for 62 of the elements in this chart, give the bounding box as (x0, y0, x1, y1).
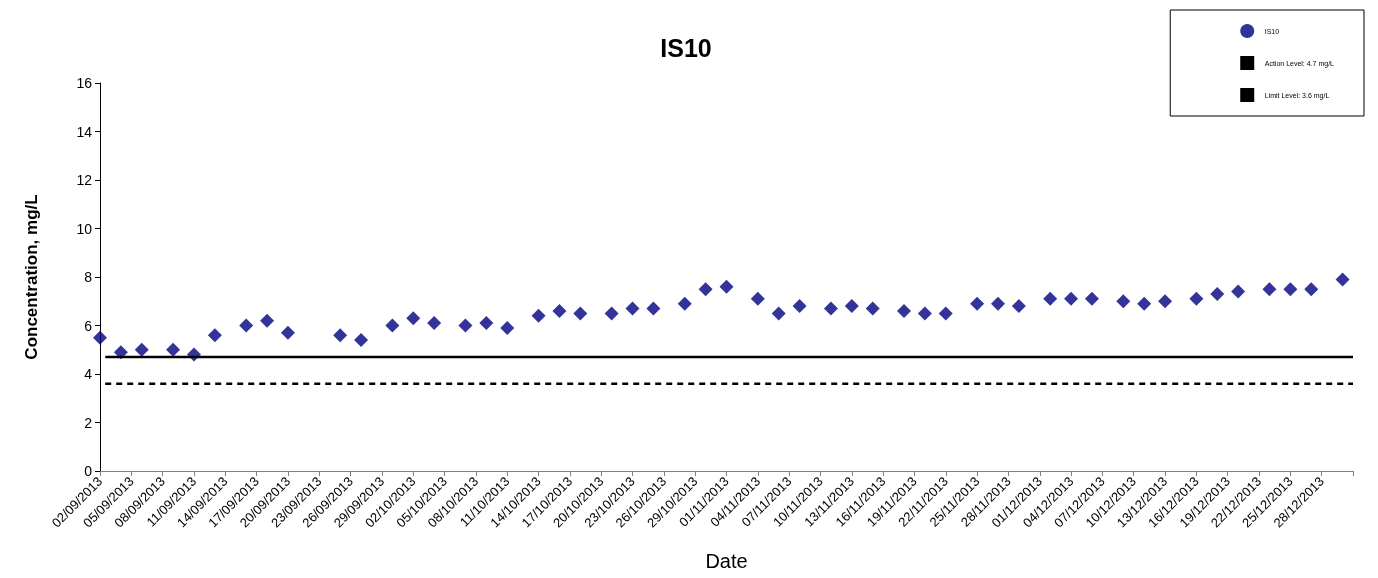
point (1011, 299, 1026, 314)
point (552, 303, 567, 318)
point (750, 291, 765, 306)
point (1084, 291, 1099, 306)
point (166, 342, 181, 357)
point (260, 313, 275, 328)
point (771, 306, 786, 321)
x-axis-title: Date (705, 550, 748, 572)
point (604, 306, 619, 321)
y-tick-label: 2 (84, 414, 93, 431)
point (333, 328, 348, 343)
point (406, 311, 421, 326)
y-tick-label: 6 (84, 317, 93, 334)
point (844, 299, 859, 314)
point (917, 306, 932, 321)
y-axis-title: Concentration, mg/L (22, 194, 41, 360)
point (698, 282, 713, 297)
point (1189, 291, 1204, 306)
point (792, 299, 807, 314)
point (531, 308, 546, 323)
point (573, 306, 588, 321)
point (1335, 272, 1350, 287)
chart-title: IS10 (660, 33, 712, 62)
point (970, 296, 985, 311)
y-tick-label: 8 (84, 269, 93, 285)
point (897, 303, 912, 318)
point (719, 279, 734, 294)
point (113, 345, 128, 360)
y-tick-label: 14 (76, 123, 93, 140)
point (1231, 284, 1246, 299)
point (385, 318, 400, 333)
point (479, 316, 494, 331)
y-tick-label: 16 (76, 75, 93, 91)
y-tick-label: 0 (84, 463, 93, 479)
y-tick-label: 4 (84, 366, 93, 382)
point (865, 301, 880, 316)
point (239, 318, 254, 333)
point (990, 296, 1005, 311)
point (354, 333, 369, 348)
point (823, 301, 838, 316)
point (280, 325, 295, 340)
point (134, 342, 149, 357)
point (1210, 286, 1225, 301)
point (500, 320, 515, 335)
point (1262, 282, 1277, 297)
point (93, 330, 107, 345)
point (677, 296, 692, 311)
point (458, 318, 473, 333)
y-tick-label: 12 (76, 172, 93, 188)
point (207, 328, 222, 343)
point (1304, 282, 1319, 297)
point (427, 316, 442, 331)
point (1043, 291, 1058, 306)
point (625, 301, 640, 316)
point (1137, 296, 1152, 311)
point (1158, 294, 1173, 309)
point (938, 306, 953, 321)
y-tick-label: 10 (76, 220, 93, 237)
point (1116, 294, 1131, 309)
point (1283, 282, 1298, 297)
point (646, 301, 661, 316)
point (1064, 291, 1079, 306)
